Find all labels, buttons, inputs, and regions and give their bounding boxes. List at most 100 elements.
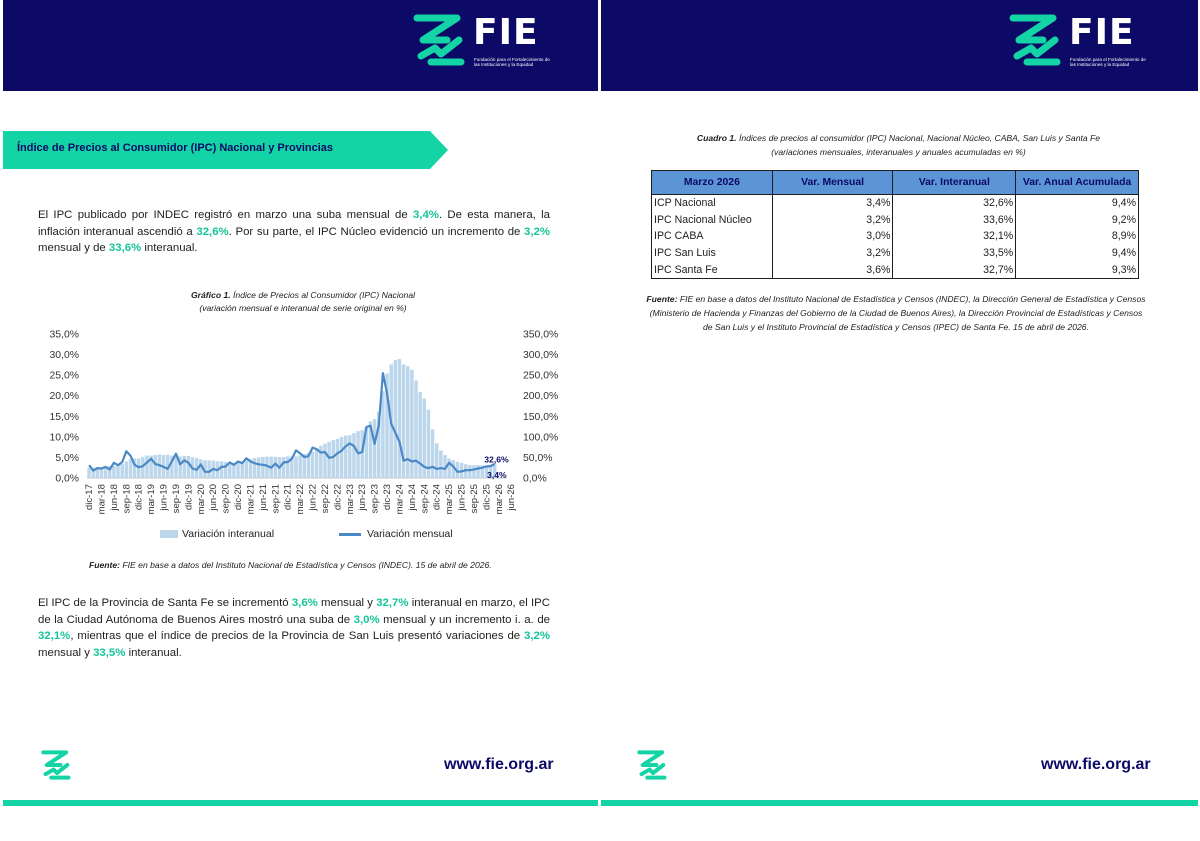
right-axis-tick-label: 0,0%	[523, 474, 547, 485]
bar-interanual	[323, 443, 327, 478]
highlight-value: 32,7%	[376, 597, 409, 609]
bar-interanual	[141, 456, 145, 478]
bar-interanual	[352, 433, 356, 478]
bar-interanual	[87, 467, 91, 478]
x-axis-tick-label: mar-22	[295, 484, 306, 514]
chart-source-text: FIE en base a datos del Instituto Nacion…	[120, 560, 492, 570]
bar-interanual	[488, 464, 493, 478]
x-axis-tick-label: mar-18	[96, 484, 107, 514]
bar-interanual	[364, 426, 369, 478]
bar-interanual	[348, 435, 352, 478]
bar-interanual	[128, 459, 133, 478]
bar-interanual	[95, 467, 100, 478]
table-row: IPC Nacional Núcleo 3,2% 33,6% 9,2%	[651, 211, 1139, 229]
cell-var-acumulada: 9,4%	[1015, 244, 1139, 262]
highlight-value: 3,2%	[524, 630, 550, 643]
bar-interanual	[165, 454, 170, 478]
text-segment: El IPC de la Provincia de Santa Fe se in…	[38, 597, 292, 609]
bar-interanual	[120, 463, 124, 478]
table-row: IPC San Luis 3,2% 33,5% 9,4%	[651, 244, 1139, 262]
table-header-cell: Var. Interanual	[892, 170, 1017, 195]
text-segment: interanual.	[141, 242, 198, 255]
bar-interanual	[306, 453, 311, 478]
bar-interanual	[103, 467, 108, 478]
x-axis-tick-label: dic-21	[283, 484, 294, 510]
x-axis-tick-label: dic-19	[183, 484, 194, 510]
bar-interanual	[132, 458, 137, 478]
x-axis-tick-label: sep-22	[320, 484, 331, 513]
table-source: Fuente: FIE en base a datos del Institut…	[646, 292, 1146, 334]
footer-url-link[interactable]: www.fie.org.ar	[1041, 756, 1151, 773]
chart-source-label: Fuente:	[89, 560, 121, 570]
ipc-chart: 0,0% 5,0% 10,0% 15,0% 20,0% 25,0% 30,0% 35,0% 0,…	[50, 330, 559, 515]
cell-var-interanual: 32,1%	[892, 228, 1017, 245]
left-axis-tick-label: 20,0%	[50, 391, 79, 402]
page-left: FIE Fundación para el Fortalecimiento de…	[3, 0, 600, 841]
fie-footer-icon	[637, 750, 667, 780]
bar-interanual	[339, 436, 344, 478]
chart-caption-label: Gráfico 1.	[190, 290, 231, 300]
page-right: FIE Fundación para el Fortalecimiento de…	[601, 0, 1198, 841]
cell-var-mensual: 3,2%	[771, 244, 894, 262]
left-axis-tick-label: 10,0%	[50, 432, 79, 443]
bar-interanual	[372, 419, 377, 478]
row-label: IPC San Luis	[651, 244, 773, 262]
bar-interanual	[149, 455, 153, 478]
bar-interanual	[265, 456, 269, 478]
right-axis-tick-label: 200,0%	[523, 391, 558, 402]
x-axis-tick-label: sep-20	[221, 484, 232, 513]
bar-interanual	[414, 380, 418, 478]
bar-interanual	[480, 465, 484, 478]
x-axis-tick-label: mar-24	[394, 483, 405, 514]
x-axis-tick-label: jun-18	[109, 484, 120, 512]
bar-interanual	[385, 373, 389, 478]
bar-interanual	[356, 431, 360, 478]
highlight-value: 3,6%	[291, 597, 318, 609]
x-axis-tick-label: jun-20	[208, 484, 219, 512]
bar-interanual	[219, 461, 224, 478]
bar-interanual	[439, 450, 443, 478]
bar-interanual	[319, 445, 323, 478]
bar-interanual	[418, 392, 422, 478]
chart-caption: Gráfico 1. Índice de Precios al Consumid…	[103, 289, 503, 315]
x-axis-tick-label: mar-25	[444, 484, 455, 514]
bar-interanual	[91, 467, 95, 478]
highlight-value: 32,1%	[38, 630, 71, 643]
table-header-cell: Var. Anual Acumulada	[1015, 170, 1139, 195]
highlight-value: 32,6%	[196, 225, 229, 238]
text-segment: . Por su parte, el IPC Núcleo evidenció …	[228, 225, 525, 238]
text-segment: . De esta manera, la inflación interanua…	[38, 209, 550, 238]
cell-var-interanual: 32,7%	[892, 261, 1017, 279]
cell-var-mensual: 3,0%	[771, 228, 894, 245]
text-segment: mensual y de	[38, 242, 109, 255]
left-axis-tick-label: 5,0%	[55, 453, 79, 464]
logo-wordmark: FIE	[473, 12, 539, 53]
bar-interanual	[112, 465, 116, 478]
text-segment: El IPC publicado por INDEC registró en m…	[38, 209, 413, 221]
cell-var-mensual: 3,2%	[771, 211, 894, 229]
footer-bar	[3, 800, 600, 806]
cell-var-acumulada: 9,4%	[1015, 194, 1139, 212]
table-caption: Cuadro 1. Índices de precios al consumid…	[621, 131, 1176, 159]
cell-var-acumulada: 9,3%	[1015, 261, 1139, 279]
bar-interanual	[410, 369, 414, 478]
bar-interanual	[426, 409, 431, 478]
x-axis-tick-label: jun-23	[357, 484, 368, 512]
bar-interanual	[145, 455, 149, 478]
fie-footer-icon	[41, 750, 71, 780]
footer-url-link[interactable]: www.fie.org.ar	[444, 756, 554, 773]
section-title: Índice de Precios al Consumidor (IPC) Na…	[17, 142, 334, 154]
x-axis-tick-label: jun-21	[258, 484, 269, 512]
table-source-text: FIE en base a datos del Instituto Nacion…	[649, 294, 1146, 332]
section-title-banner: Índice de Precios al Consumidor (IPC) Na…	[3, 131, 448, 169]
cell-var-acumulada: 9,2%	[1015, 211, 1139, 229]
x-axis-tick-label: dic-24	[432, 483, 443, 510]
row-label: IPC CABA	[651, 228, 773, 245]
bar-interanual	[343, 435, 348, 478]
x-axis-tick-label: sep-18	[121, 484, 132, 513]
text-segment: interanual en marzo, el IPC de la Ciudad…	[38, 597, 551, 626]
fie-logo-icon	[1009, 14, 1061, 66]
bar-interanual	[170, 455, 174, 478]
bar-interanual	[492, 464, 497, 478]
legend-label-mensual: Variación mensual	[367, 528, 453, 540]
